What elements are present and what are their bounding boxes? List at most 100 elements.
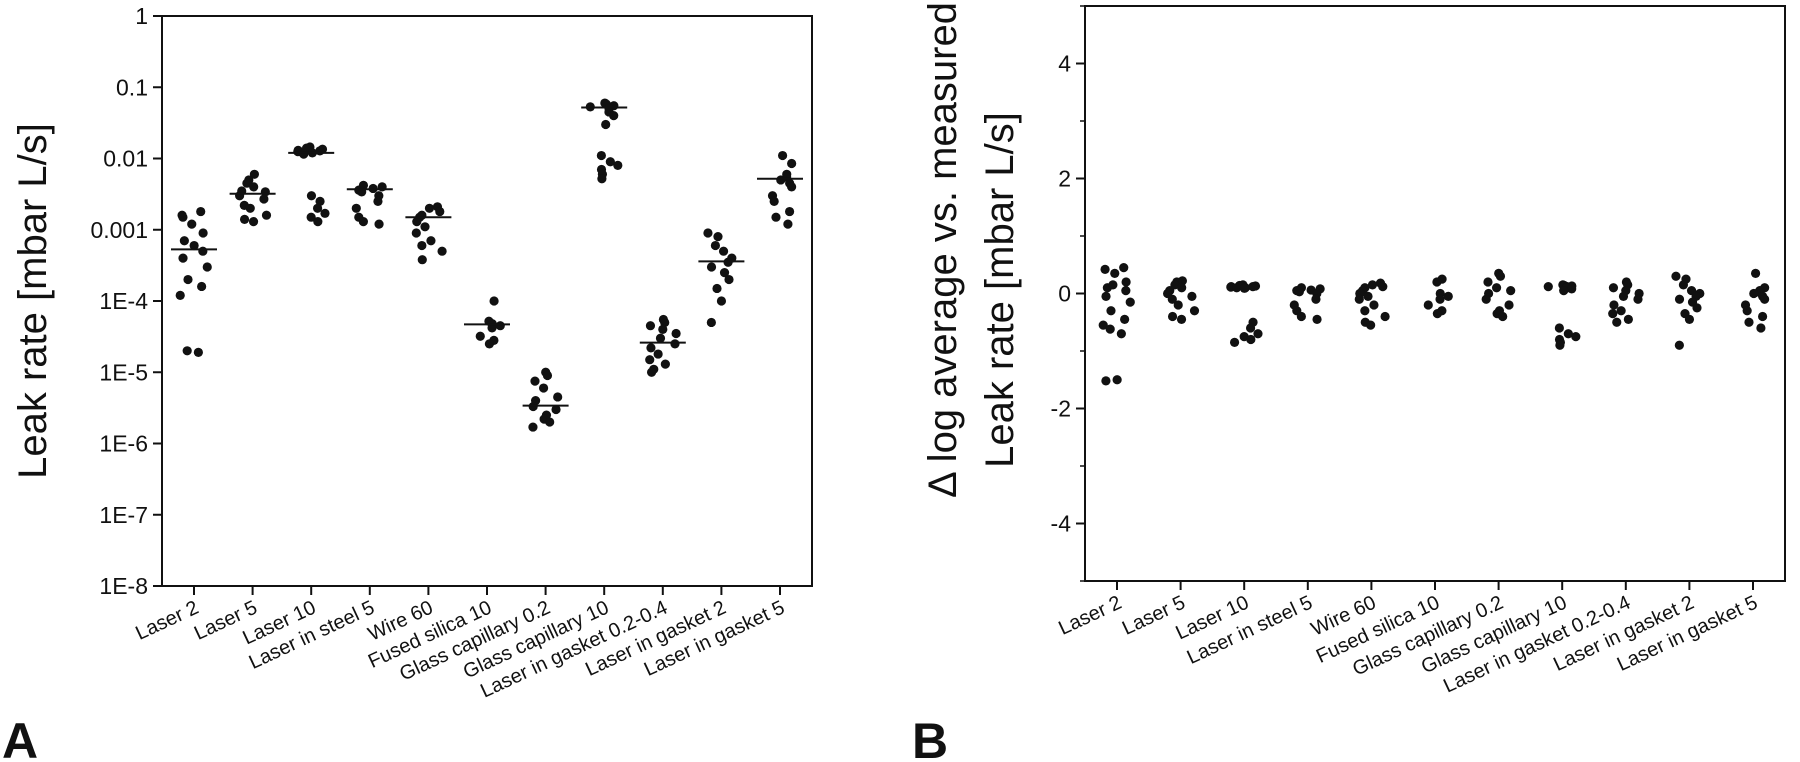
data-point — [703, 228, 713, 238]
data-point — [645, 321, 656, 331]
data-point — [1504, 300, 1514, 310]
data-point — [653, 349, 663, 359]
data-point — [1378, 282, 1388, 292]
data-point — [412, 217, 422, 227]
data-point — [420, 222, 430, 232]
data-point — [596, 150, 606, 161]
data-point — [1100, 264, 1110, 274]
data-point — [1108, 280, 1118, 290]
data-point — [424, 203, 435, 213]
panel-b-y-axis-label-line1: Δ log average vs. measured — [921, 2, 965, 498]
data-point — [1167, 294, 1177, 304]
data-point — [1229, 337, 1240, 347]
data-point — [783, 219, 793, 229]
panel-a-letter: A — [2, 713, 38, 762]
data-point — [1609, 300, 1619, 310]
data-point — [1245, 323, 1256, 333]
data-point — [1506, 286, 1516, 296]
data-point — [1483, 277, 1493, 287]
data-point — [178, 212, 188, 222]
data-point — [320, 208, 330, 218]
data-point — [787, 158, 797, 169]
data-point — [351, 203, 361, 213]
data-point — [1749, 288, 1759, 299]
panel-a-chart: 1E-8 1E-7 1E-6 1E-5 1E-4 0.001 0.01 0.1 1 Laser … — [2, 3, 813, 762]
data-point — [1443, 291, 1453, 301]
data-point — [1116, 329, 1126, 339]
data-point — [1125, 297, 1135, 307]
data-point — [712, 283, 722, 294]
data-point — [411, 228, 421, 238]
data-point — [1744, 317, 1754, 327]
y-tick-label: 0.01 — [103, 146, 148, 172]
data-point — [718, 246, 729, 256]
data-point — [1498, 311, 1508, 322]
panel-a-data-points — [175, 98, 797, 432]
panel-b-y-axis-label-line2: Leak rate [mbar L/s] — [978, 112, 1022, 468]
data-point — [242, 178, 252, 188]
y-tick-label: 0.001 — [90, 217, 148, 243]
data-point — [197, 281, 207, 292]
data-point — [495, 321, 505, 331]
data-point — [545, 417, 555, 427]
data-point — [249, 182, 259, 192]
data-point — [1101, 291, 1111, 301]
data-point — [1432, 277, 1442, 287]
data-point — [437, 246, 447, 256]
data-point — [435, 206, 445, 217]
data-point — [1312, 314, 1322, 324]
data-point — [605, 157, 615, 167]
y-tick-label: 1E-8 — [99, 573, 148, 599]
data-point — [312, 203, 323, 213]
data-point — [1423, 300, 1433, 310]
y-tick-label: 1E-4 — [99, 288, 148, 314]
data-point — [1554, 323, 1564, 333]
data-point — [776, 175, 786, 185]
data-point — [175, 290, 185, 300]
y-tick-label: 1E-7 — [99, 502, 148, 528]
data-point — [1121, 286, 1131, 296]
data-point — [716, 296, 727, 306]
data-point — [193, 347, 203, 357]
panel-a-y-axis-label: Leak rate [mbar L/s] — [11, 123, 55, 479]
data-point — [1618, 291, 1629, 301]
data-point — [530, 376, 540, 386]
data-point — [1623, 314, 1633, 324]
data-point — [553, 392, 563, 402]
data-point — [1101, 376, 1111, 386]
data-point — [306, 212, 316, 222]
data-point — [182, 346, 192, 356]
y-tick-label: -2 — [1051, 396, 1071, 422]
data-point — [597, 174, 607, 184]
data-point — [475, 331, 485, 341]
data-point — [1750, 268, 1761, 278]
data-point — [202, 262, 212, 272]
data-point — [1567, 284, 1577, 294]
data-point — [1435, 294, 1445, 304]
data-point — [787, 182, 797, 192]
data-point — [249, 169, 260, 179]
y-tick-label: -4 — [1051, 511, 1072, 537]
data-point — [1167, 311, 1178, 322]
data-point — [426, 236, 436, 246]
data-point — [1187, 291, 1197, 301]
data-point — [196, 206, 206, 217]
data-point — [551, 404, 561, 415]
y-tick-label: 1E-5 — [99, 359, 148, 385]
data-point — [1106, 306, 1116, 316]
panel-b-data-points — [1098, 263, 1770, 386]
data-point — [1248, 282, 1258, 292]
data-point — [1559, 286, 1569, 296]
data-point — [417, 240, 427, 251]
data-point — [1121, 277, 1131, 287]
data-point — [1366, 320, 1376, 330]
data-point — [1612, 317, 1622, 327]
data-point — [1692, 303, 1702, 313]
data-point — [1380, 311, 1390, 322]
data-point — [1119, 263, 1129, 273]
x-category-label: Laser 2 — [1055, 592, 1125, 640]
data-point — [646, 367, 657, 377]
data-point — [1239, 283, 1250, 293]
